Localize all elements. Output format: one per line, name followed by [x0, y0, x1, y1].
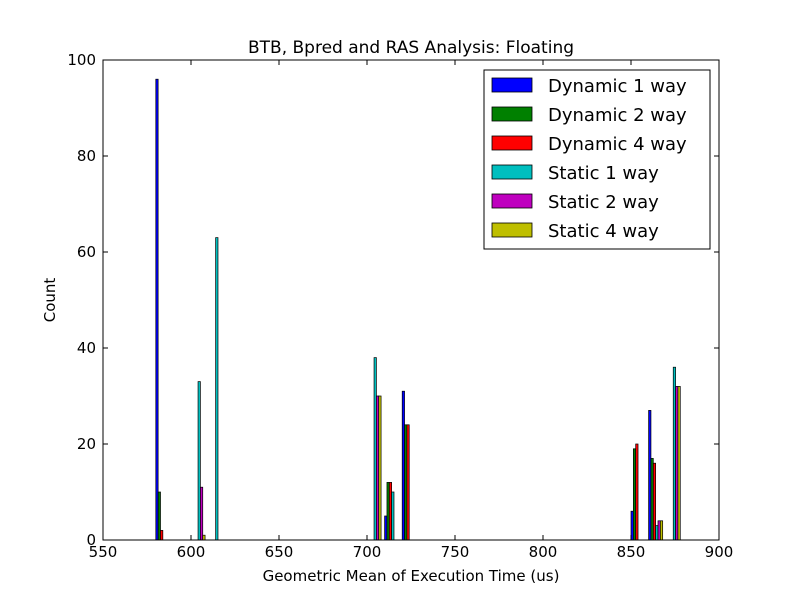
bar	[659, 520, 664, 541]
bars-group	[155, 78, 681, 541]
x-tick-label: 550	[89, 543, 118, 561]
y-tick-label: 60	[77, 243, 96, 261]
chart-title: BTB, Bpred and RAS Analysis: Floating	[248, 38, 574, 58]
bar	[672, 366, 676, 541]
x-tick-label: 750	[441, 543, 470, 561]
legend-label: Static 4 way	[548, 221, 659, 242]
plot-frame	[102, 59, 720, 541]
legend-swatch	[491, 135, 533, 151]
bar	[384, 515, 388, 541]
x-tick-label: 850	[617, 543, 646, 561]
y-tick-label: 20	[77, 435, 96, 453]
bar	[655, 525, 659, 541]
y-tick-label: 80	[77, 147, 96, 165]
bar	[197, 381, 201, 541]
bar	[155, 78, 159, 541]
legend-swatch	[491, 164, 533, 180]
y-tick-label: 40	[77, 339, 96, 357]
ticks-group: 550 600 650 700 750 800 850 900 0 20 40 60 80 100	[67, 51, 733, 561]
legend-label: Dynamic 2 way	[548, 105, 687, 126]
bar	[401, 390, 405, 541]
x-tick-label: 800	[529, 543, 558, 561]
legend-swatch	[491, 193, 533, 209]
y-axis-label: Count	[41, 278, 59, 323]
y-tick-label: 100	[67, 51, 96, 69]
legend: Dynamic 1 way Dynamic 2 way Dynamic 4 way S…	[483, 69, 711, 250]
bar	[648, 410, 652, 541]
bar	[652, 462, 656, 541]
x-tick-label: 600	[177, 543, 206, 561]
legend-swatch	[491, 77, 533, 93]
bar	[388, 482, 392, 541]
bar	[373, 357, 377, 541]
bar	[406, 424, 410, 541]
legend-swatch	[491, 222, 533, 238]
legend-box	[483, 69, 711, 250]
x-axis-label: Geometric Mean of Execution Time (us)	[263, 567, 560, 585]
bar	[378, 395, 382, 541]
bar	[677, 386, 681, 541]
legend-label: Static 1 way	[548, 163, 659, 184]
x-tick-label: 700	[353, 543, 382, 561]
y-tick-label: 0	[86, 531, 96, 549]
bar	[202, 534, 206, 541]
legend-label: Static 2 way	[548, 192, 659, 213]
x-tick-label: 650	[265, 543, 294, 561]
bar	[200, 486, 204, 541]
bar	[215, 237, 219, 541]
legend-label: Dynamic 4 way	[548, 134, 687, 155]
bar	[635, 443, 639, 541]
legend-label: Dynamic 1 way	[548, 76, 687, 97]
bar	[391, 491, 395, 541]
x-tick-label: 900	[705, 543, 734, 561]
bar	[160, 530, 164, 541]
legend-swatch	[491, 106, 533, 122]
